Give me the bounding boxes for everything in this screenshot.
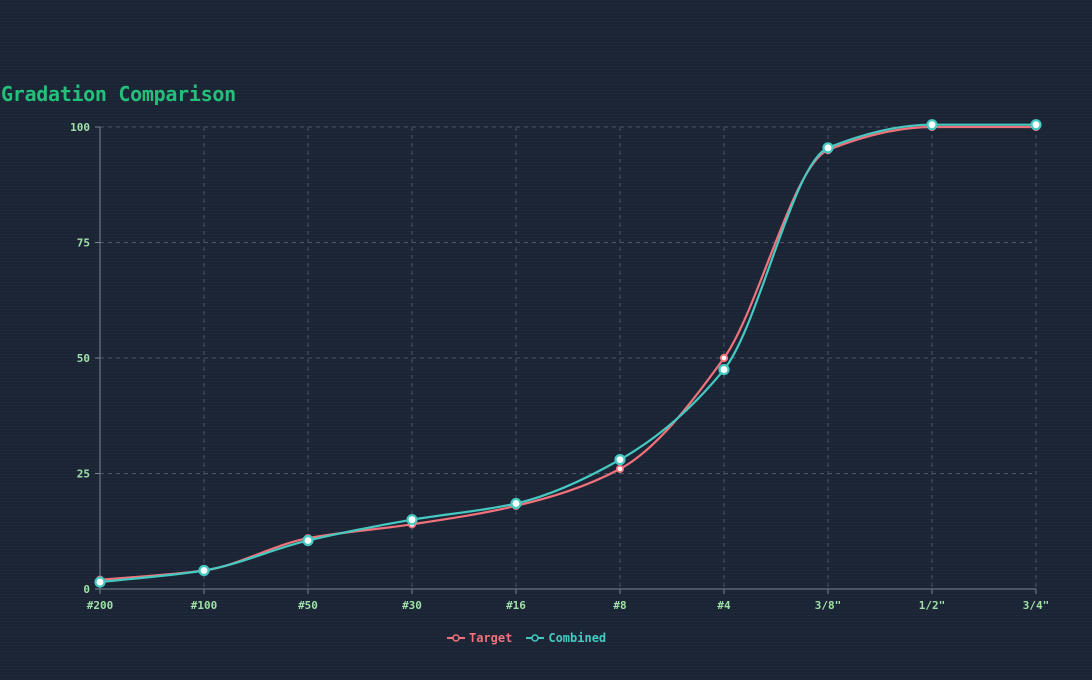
data-point-combined bbox=[406, 514, 418, 526]
x-tick-label: 1/2" bbox=[919, 599, 946, 612]
y-tick-label: 100 bbox=[70, 121, 90, 134]
x-tick-label: #100 bbox=[191, 599, 218, 612]
y-tick-label: 75 bbox=[77, 237, 90, 250]
data-point-combined bbox=[926, 119, 938, 131]
data-point-combined bbox=[822, 142, 834, 154]
axes-layer bbox=[95, 126, 1037, 594]
legend-label-combined: Combined bbox=[548, 631, 607, 645]
data-point-combined bbox=[94, 576, 106, 588]
legend-label-target: Target bbox=[469, 631, 513, 645]
legend: Target Combined bbox=[447, 631, 606, 645]
x-tick-label: #50 bbox=[298, 599, 318, 612]
data-point-target bbox=[719, 353, 729, 363]
chart-title: Gradation Comparison bbox=[1, 82, 236, 106]
series-line-combined bbox=[99, 123, 1036, 584]
data-point-combined bbox=[1030, 119, 1042, 131]
legend-item-combined[interactable]: Combined bbox=[526, 631, 606, 645]
series-line-target bbox=[99, 125, 1036, 581]
legend-item-target[interactable]: Target bbox=[447, 631, 512, 645]
legend-marker-target bbox=[447, 634, 465, 642]
data-point-target bbox=[615, 464, 625, 473]
y-tick-label: 25 bbox=[77, 468, 90, 481]
y-tick-label: 0 bbox=[83, 583, 90, 596]
data-point-combined bbox=[614, 454, 626, 466]
x-tick-label: #30 bbox=[402, 599, 422, 612]
x-tick-label: #8 bbox=[613, 599, 626, 612]
grid-layer bbox=[100, 126, 1037, 589]
points-layer bbox=[94, 119, 1042, 588]
data-point-combined bbox=[198, 564, 210, 577]
x-tick-label: #200 bbox=[87, 599, 114, 612]
x-tick-label: 3/4" bbox=[1023, 599, 1050, 612]
data-point-combined bbox=[510, 497, 522, 510]
labels-layer: 0 25 50 75 100 #200 #100 #50 #30 #16 #8 #4 3/8" 1/2" 3… bbox=[70, 121, 1049, 612]
x-tick-label: 3/8" bbox=[815, 599, 842, 612]
data-point-combined bbox=[302, 534, 314, 547]
series-layer bbox=[99, 123, 1036, 584]
legend-marker-combined bbox=[526, 634, 545, 642]
data-point-combined bbox=[718, 363, 730, 376]
y-tick-label: 50 bbox=[77, 352, 90, 365]
x-tick-label: #4 bbox=[717, 599, 731, 612]
x-tick-label: #16 bbox=[506, 599, 526, 612]
